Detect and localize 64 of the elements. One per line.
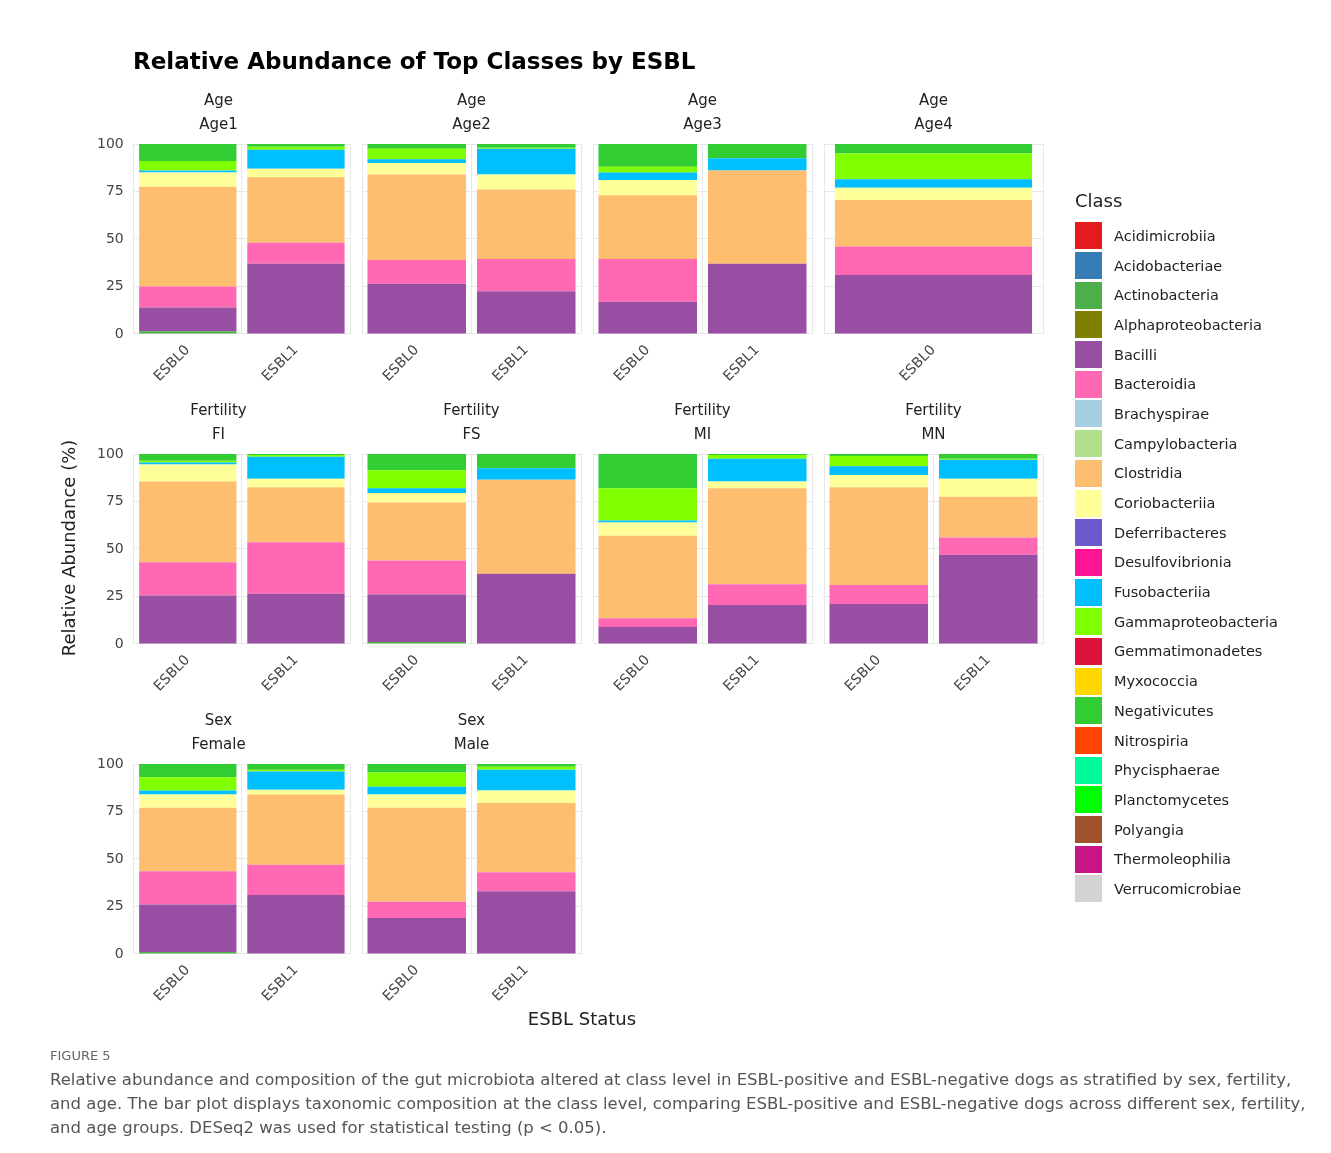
legend-label: Gammaproteobacteria xyxy=(1114,613,1278,630)
chart-subtitle: MN xyxy=(921,424,946,443)
chart-title: Sex xyxy=(204,710,233,729)
chart-subtitle: FI xyxy=(211,424,226,443)
legend-label: Phycisphaerae xyxy=(1114,762,1221,779)
y-axis-title: Relative Abundance (%) xyxy=(57,439,79,657)
chart-title: Fertility xyxy=(905,400,962,419)
y-tick-label: 0 xyxy=(114,634,124,651)
legend-label: Negativicutes xyxy=(1114,702,1214,719)
chart-subtitle: Age3 xyxy=(683,114,722,133)
chart-title: Sex xyxy=(457,710,486,729)
legend-label: Clostridia xyxy=(1114,465,1183,482)
chart-subtitle: Female xyxy=(191,734,246,753)
chart-title: Age xyxy=(687,90,718,109)
legend-label: Coriobacteriia xyxy=(1114,495,1216,512)
text: Relative Abundance of Top Classes by ESBL xyxy=(133,48,696,74)
y-tick-label: 50 xyxy=(105,539,124,556)
y-tick-label: 50 xyxy=(105,229,124,246)
legend-label: Acidobacteriae xyxy=(1114,257,1223,274)
legend-label: Thermoleophilia xyxy=(1114,851,1231,868)
y-tick-label: 75 xyxy=(105,182,124,199)
legend-label: Myxococcia xyxy=(1114,673,1198,690)
legend-label: Planctomycetes xyxy=(1114,791,1230,808)
chart-subtitle: FS xyxy=(462,424,481,443)
legend-label: Bacteroidia xyxy=(1114,376,1197,393)
y-tick-label: 25 xyxy=(105,277,124,294)
text: Relative abundance and composition of the gut microbiota altered at class level in ESBL-positive and ESBL-negative dogs as stratified by sex, fertility, and age. The bar plot displays taxonomic composition at the class level, comparing ESBL-positive and ESBL-negative dogs across different sex, fertility, and age groups. DESeq2 was used for statistical testing (p < 0.05). xyxy=(50,1069,1307,1139)
y-tick-label: 75 xyxy=(105,802,124,819)
y-tick-label: 100 xyxy=(96,444,124,461)
chart-subtitle: MI xyxy=(693,424,712,443)
legend-label: Polyangia xyxy=(1114,821,1184,838)
chart-title: Age xyxy=(203,90,234,109)
chart-title: Fertility xyxy=(190,400,247,419)
y-tick-label: 75 xyxy=(105,492,124,509)
legend-label: Acidimicrobiia xyxy=(1114,227,1216,244)
legend-label: Campylobacteria xyxy=(1114,435,1238,452)
chart-subtitle: Age1 xyxy=(199,114,238,133)
chart-title: Age xyxy=(918,90,949,109)
chart-subtitle: Age4 xyxy=(914,114,953,133)
legend-label: Fusobacteriia xyxy=(1114,584,1211,601)
y-tick-label: 0 xyxy=(114,944,124,961)
legend-label: Alphaproteobacteria xyxy=(1114,316,1262,333)
x-axis-title: ESBL Status xyxy=(527,1008,637,1029)
y-tick-label: 25 xyxy=(105,897,124,914)
legend-label: Brachyspirae xyxy=(1114,405,1210,422)
legend-label: Verrucomicrobiae xyxy=(1114,880,1242,897)
y-tick-label: 50 xyxy=(105,849,124,866)
chart-title: Fertility xyxy=(674,400,731,419)
y-tick-label: 100 xyxy=(96,134,124,151)
y-tick-label: 25 xyxy=(105,587,124,604)
chart-title: Age xyxy=(456,90,487,109)
legend-label: Bacilli xyxy=(1114,346,1157,363)
y-tick-label: 0 xyxy=(114,324,124,341)
legend-label: Gemmatimonadetes xyxy=(1114,643,1263,660)
chart-subtitle: Age2 xyxy=(452,114,491,133)
legend-title: Class xyxy=(1075,190,1124,211)
chart-title: Fertility xyxy=(443,400,500,419)
legend-label: Deferribacteres xyxy=(1114,524,1227,541)
chart-subtitle: Male xyxy=(453,734,490,753)
legend-label: Desulfovibrionia xyxy=(1114,554,1232,571)
caption: FIGURE 5 xyxy=(50,1048,111,1063)
y-tick-label: 100 xyxy=(96,754,124,771)
legend-label: Actinobacteria xyxy=(1114,287,1219,304)
legend-label: Nitrospiria xyxy=(1114,732,1189,749)
